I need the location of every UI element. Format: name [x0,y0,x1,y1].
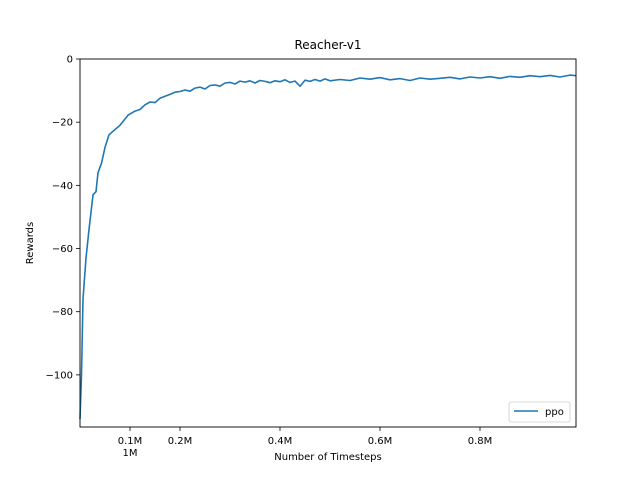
legend-box [508,401,571,423]
x-tick-label: 1M [123,448,138,459]
y-tick-label: −80 [52,307,73,318]
x-tick-label: 0.8M [468,436,493,447]
x-tick-label: 0.1M [118,436,143,447]
x-tick-label: 0.2M [168,436,193,447]
chart-title: Reacher-v1 [294,38,361,52]
y-axis-label: Rewards [25,222,36,264]
y-tick-label: −40 [52,181,73,192]
y-tick-label: −20 [52,118,73,129]
x-tick-label: 0.4M [268,436,293,447]
y-tick-label: −100 [46,370,73,381]
series-line-ppo [79,74,577,420]
legend-label-ppo: ppo [545,407,564,418]
x-axis-label: Number of Timesteps [274,452,381,463]
plot-frame [79,58,577,428]
y-tick-label: 0 [67,55,73,66]
y-tick-label: −60 [52,244,73,255]
legend: ppo [508,401,571,423]
x-tick-label: 0.6M [368,436,393,447]
